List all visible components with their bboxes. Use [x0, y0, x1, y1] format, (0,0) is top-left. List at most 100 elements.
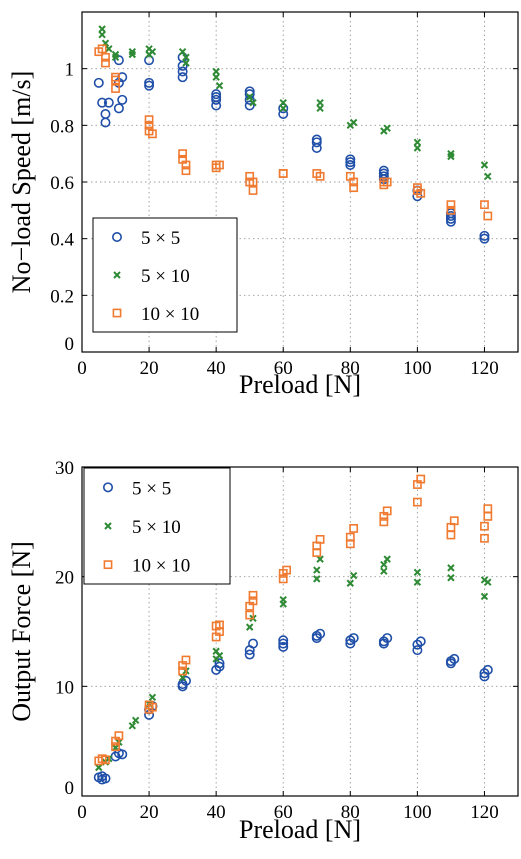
data-point	[101, 58, 110, 68]
data-point	[447, 564, 455, 572]
legend-marker	[103, 560, 113, 570]
data-point	[180, 675, 191, 686]
data-point	[447, 574, 455, 582]
data-point	[378, 165, 389, 176]
data-point	[113, 103, 124, 114]
legend-marker	[112, 308, 122, 318]
data-point	[148, 129, 157, 139]
data-point	[480, 533, 489, 543]
data-point	[211, 94, 222, 105]
data-point	[415, 636, 426, 647]
series-1	[93, 52, 490, 244]
data-point	[177, 72, 188, 83]
data-point	[214, 661, 225, 672]
data-point	[313, 575, 321, 583]
data-point	[144, 80, 155, 91]
data-point	[98, 25, 106, 33]
series-3	[94, 474, 493, 766]
data-point	[446, 530, 456, 540]
data-point	[95, 763, 103, 772]
data-point	[315, 171, 325, 181]
data-point	[278, 169, 288, 178]
y-tick-label: 0.2	[50, 286, 74, 307]
data-point	[181, 166, 191, 176]
legend: 5 × 5 5 × 10 10 × 10	[83, 467, 231, 585]
series-3	[94, 44, 493, 221]
data-point	[144, 115, 154, 125]
x-tick-label: 120	[470, 802, 499, 823]
legend-label: 10 × 10	[132, 556, 190, 577]
legend-label: 5 × 5	[132, 478, 171, 499]
x-tick-label: 60	[274, 358, 293, 379]
data-point	[479, 230, 490, 241]
data-point	[248, 590, 258, 600]
legend-marker	[103, 482, 114, 493]
data-point	[316, 98, 324, 107]
data-point	[348, 633, 359, 644]
data-point	[181, 160, 191, 170]
y-tick-label: 0	[65, 334, 75, 355]
data-point	[113, 55, 124, 66]
x-tick-label: 20	[140, 802, 159, 823]
data-point	[215, 160, 224, 170]
data-point	[413, 568, 422, 576]
data-point	[446, 200, 456, 210]
data-point	[101, 755, 110, 765]
data-point	[214, 658, 225, 669]
data-point	[111, 84, 120, 93]
data-point	[93, 77, 104, 88]
legend-label: 10 × 10	[141, 304, 199, 325]
series-2	[98, 25, 492, 181]
data-point	[111, 742, 120, 752]
data-point	[480, 592, 489, 601]
data-point	[449, 516, 459, 526]
y-tick-label: 10	[55, 677, 74, 698]
data-point	[278, 103, 289, 114]
data-point	[345, 160, 356, 171]
data-point	[382, 506, 392, 516]
data-point	[313, 566, 321, 574]
x-tick-label: 60	[274, 802, 293, 823]
data-point	[480, 521, 489, 531]
y-axis-title: Output Force [N]	[7, 541, 36, 722]
data-point	[103, 97, 114, 108]
y-tick-label: 0	[65, 778, 75, 799]
y-tick-label: 30	[55, 458, 74, 479]
y-tick-label: 0.8	[50, 116, 74, 137]
data-point	[245, 623, 254, 631]
y-tick-label: 0.4	[50, 230, 74, 251]
data-point	[416, 474, 426, 484]
series-1	[93, 628, 493, 785]
output-force-chart: 0 20 40 60 80 100 120 0 10 20 30 Preload [N] Output …	[7, 458, 519, 844]
data-point	[111, 53, 120, 62]
data-point	[182, 53, 190, 62]
data-point	[416, 188, 426, 198]
data-point	[483, 504, 493, 514]
data-point	[100, 109, 111, 120]
data-point	[245, 93, 254, 101]
data-point	[445, 211, 456, 222]
x-tick-label: 80	[341, 802, 360, 823]
data-point	[484, 172, 492, 181]
data-point	[311, 134, 322, 145]
data-point	[244, 649, 255, 660]
data-point	[349, 524, 359, 533]
data-point	[480, 161, 489, 169]
data-point	[315, 628, 326, 639]
data-point	[380, 567, 388, 575]
data-point	[484, 578, 492, 586]
data-point	[382, 177, 392, 187]
data-point	[482, 664, 493, 675]
data-point	[278, 638, 289, 649]
data-point	[446, 205, 456, 215]
y-axis-title: No−load Speed [m/s]	[7, 71, 36, 294]
legend-box	[92, 217, 238, 333]
data-point	[316, 555, 324, 563]
data-point	[144, 120, 154, 130]
data-point	[177, 66, 188, 77]
data-point	[100, 117, 111, 128]
data-point	[211, 92, 222, 103]
data-point	[279, 595, 287, 604]
data-point	[349, 177, 359, 187]
data-point	[413, 578, 422, 586]
